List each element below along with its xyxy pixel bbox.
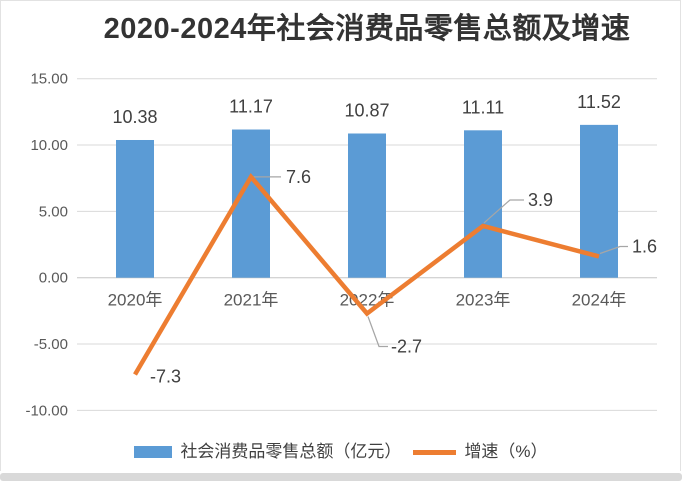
x-axis-label: 2020年 xyxy=(108,291,163,310)
label-leader-line xyxy=(483,199,524,224)
legend-label-growth-rate: 增速（%） xyxy=(464,442,548,461)
line-value-label: 3.9 xyxy=(528,190,553,210)
bar-2023[interactable] xyxy=(464,130,502,278)
y-axis-label: 10.00 xyxy=(30,137,68,154)
bar-2021[interactable] xyxy=(232,129,270,278)
bar-value-label: 11.17 xyxy=(229,97,273,117)
bar-2022[interactable] xyxy=(348,133,386,278)
y-axis-label: 15.00 xyxy=(30,71,68,88)
x-axis-label: 2021年 xyxy=(224,291,279,310)
legend-item-retail-total[interactable]: 社会消费品零售总额（亿元） xyxy=(134,440,401,464)
x-axis-label: 2024年 xyxy=(572,291,627,310)
y-axis-label: -10.00 xyxy=(25,402,68,419)
label-leader-line xyxy=(367,316,388,348)
line-value-label: 1.6 xyxy=(632,236,657,256)
y-axis-label: 0.00 xyxy=(39,270,68,287)
bar-value-label: 10.87 xyxy=(344,100,389,120)
legend-item-growth-rate[interactable]: 增速（%） xyxy=(413,440,548,464)
legend: 社会消费品零售总额（亿元） 增速（%） xyxy=(0,440,682,464)
bar-value-label: 11.52 xyxy=(577,92,621,112)
bar-2020[interactable] xyxy=(116,139,154,278)
growth-rate-line[interactable] xyxy=(133,173,600,376)
bar-value-label: 11.11 xyxy=(462,97,504,117)
legend-line-swatch xyxy=(413,449,457,455)
line-value-label: -7.3 xyxy=(150,367,181,387)
bottom-shadow-strip xyxy=(0,473,682,481)
bar-value-label: 10.38 xyxy=(112,107,157,127)
x-axis-label: 2023年 xyxy=(456,291,511,310)
line-value-label: -2.7 xyxy=(391,337,422,357)
chart-title: 2020-2024年社会消费品零售总额及增速 xyxy=(103,13,631,45)
legend-bar-swatch xyxy=(134,446,173,458)
legend-label-retail-total: 社会消费品零售总额（亿元） xyxy=(180,442,402,461)
y-axis-label: -5.00 xyxy=(34,336,68,353)
line-value-label: 7.6 xyxy=(286,167,311,187)
label-leader-line xyxy=(599,245,628,255)
y-axis-label: 5.00 xyxy=(39,203,68,220)
